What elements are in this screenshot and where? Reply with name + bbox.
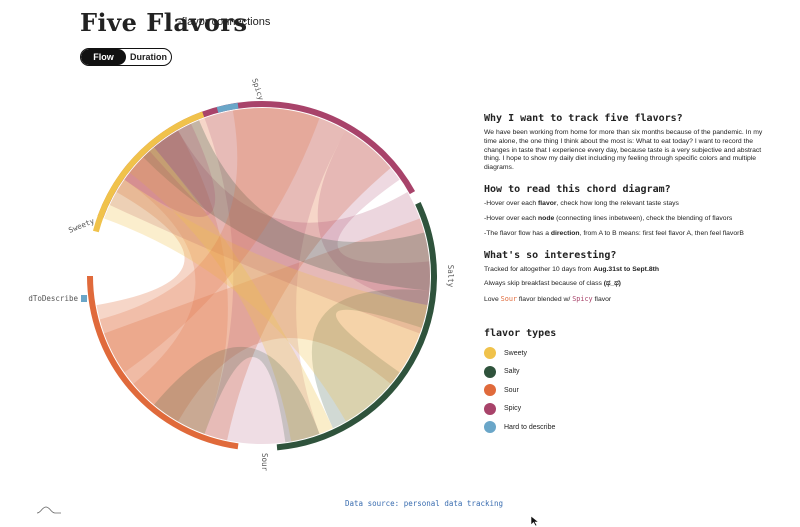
why-heading: Why I want to track five flavors? — [484, 113, 683, 124]
legend-item: Spicy — [484, 400, 774, 419]
flavor-arc-sour[interactable] — [87, 275, 239, 450]
interesting-blend: Love Sour flavor blended w/ Spicy flavor — [484, 295, 612, 304]
legend-swatch — [484, 365, 496, 378]
legend-swatch — [484, 402, 496, 415]
chord-ribbon-spicy[interactable] — [204, 108, 346, 444]
flavor-arc-hard[interactable] — [81, 295, 87, 302]
chord-ribbon-salty[interactable] — [311, 289, 430, 429]
read-tip-direction: -The flavor flow has a direction, from A… — [484, 229, 744, 237]
ribbon-layer — [96, 107, 431, 444]
data-source-link[interactable]: Data source: personal data tracking — [345, 499, 504, 508]
spicy-word: Spicy — [572, 295, 593, 304]
chord-ribbon-sweety[interactable] — [104, 179, 428, 422]
page-subtitle: -flavor connections — [178, 16, 271, 28]
why-text: We have been working from home for more … — [484, 129, 763, 172]
arc-label-hard: dToDescribe — [28, 294, 78, 303]
chord-ribbon-salty[interactable] — [154, 346, 320, 443]
mouse-cursor-icon — [530, 515, 540, 527]
legend-label: Sour — [504, 386, 519, 394]
how-to-read-section: How to read this chord diagram? -Hover o… — [484, 183, 774, 238]
legend-label: Sweety — [504, 349, 527, 357]
legend-label: Spicy — [504, 405, 522, 413]
chord-ribbon-sour[interactable] — [96, 108, 391, 441]
legend-swatch — [484, 421, 496, 434]
legend-item: Sour — [484, 381, 774, 400]
chord-ribbon-sour[interactable] — [124, 130, 228, 434]
legend-swatch — [484, 347, 496, 360]
chord-ribbon-spicy[interactable] — [124, 123, 216, 217]
read-tip-flavor: -Hover over each flavor, check how long … — [484, 200, 679, 208]
arc-layer — [87, 101, 437, 451]
legend-title: flavor types — [484, 328, 557, 340]
chord-ribbon-spicy[interactable] — [109, 130, 430, 334]
chord-ribbon-sour[interactable] — [104, 218, 430, 422]
legend-label: Salty — [504, 368, 520, 376]
chord-ribbon-spicy[interactable] — [317, 130, 430, 306]
page-title: Five Flavors — [80, 8, 248, 37]
info-panel: Why I want to track five flavors? We hav… — [484, 112, 774, 437]
why-section: Why I want to track five flavors? We hav… — [484, 112, 774, 173]
arc-label-salty: Salty — [446, 265, 455, 288]
duration-toggle-button[interactable]: Duration — [130, 52, 167, 62]
flavor-arc-sweety[interactable] — [92, 111, 205, 233]
flavor-arc-salty[interactable] — [276, 202, 437, 451]
legend: flavor types Sweety Salty Sour Spicy Hard to… — [484, 327, 774, 437]
arc-label-sweety: Sweety — [67, 216, 96, 235]
legend-item: Sweety — [484, 344, 774, 363]
sour-word: Sour — [500, 295, 518, 304]
interesting-heading: What's so interesting? — [484, 249, 617, 261]
chord-ribbon-sour[interactable] — [99, 107, 320, 373]
chord-ribbon-salty[interactable] — [143, 120, 431, 291]
interesting-dates: Tracked for altogether 10 days from Aug.… — [484, 265, 660, 273]
legend-label: Hard to describe — [504, 423, 556, 431]
read-tip-node: -Hover over each node (connecting lines … — [484, 214, 733, 222]
legend-item: Salty — [484, 363, 774, 382]
arc-label-spicy: Spicy — [250, 77, 266, 102]
flow-toggle-button[interactable]: Flow — [81, 49, 126, 65]
flavor-arc-hard[interactable] — [216, 102, 239, 113]
arc-label-sour: Sour — [260, 453, 269, 472]
legend-item: Hard to describe — [484, 418, 774, 437]
interesting-breakfast: Always skip breakfast because of class (… — [484, 280, 621, 288]
chord-ribbon-sweety[interactable] — [129, 147, 333, 442]
interesting-section: What's so interesting? Tracked for altog… — [484, 249, 774, 305]
wave-logo-icon — [36, 506, 61, 514]
how-to-read-heading: How to read this chord diagram? — [484, 184, 671, 196]
legend-swatch — [484, 384, 496, 397]
view-toggle[interactable]: Flow Duration — [80, 48, 172, 66]
